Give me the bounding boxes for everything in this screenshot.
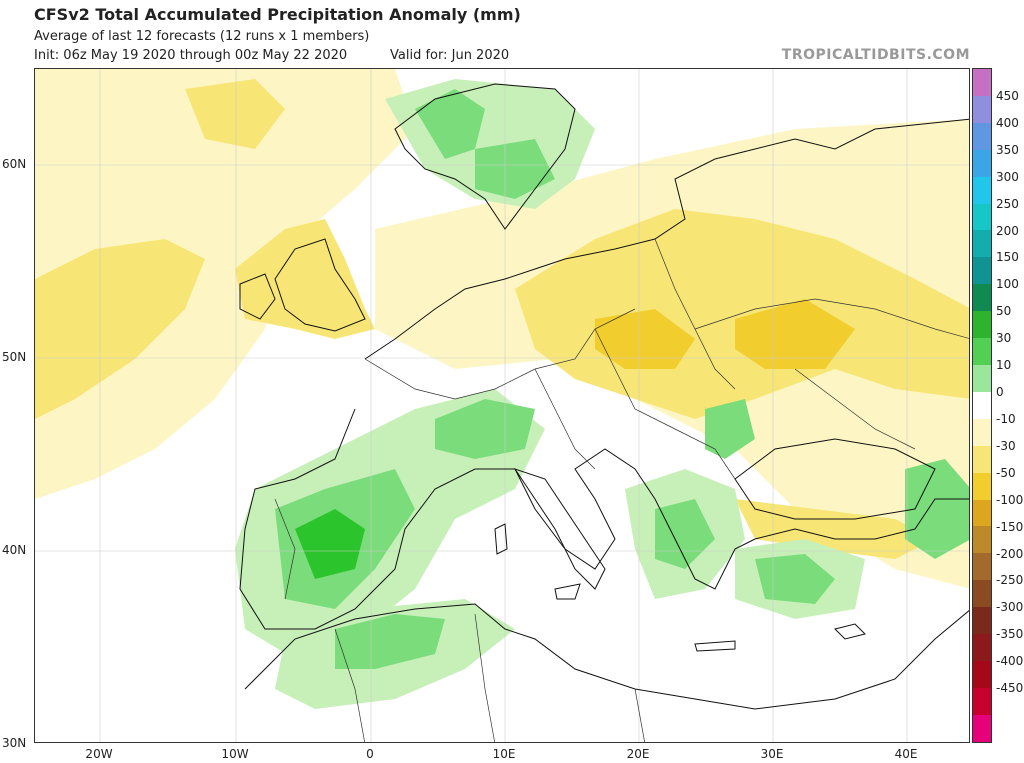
colorbar-segment [973,391,991,419]
colorbar-segment [973,714,991,742]
anomaly-green-turkey [755,554,835,604]
colorbar-segment [973,149,991,177]
colorbar-tick-label: 0 [996,385,1004,400]
anomaly-green-spain-core [295,509,365,579]
colorbar-tick-label: -200 [996,546,1024,561]
colorbar-tick-label: 450 [996,88,1019,103]
lat-label-60n: 60N [2,157,27,171]
colorbar-segment [973,472,991,500]
colorbar-segment [973,634,991,661]
colorbar-tick-label: 400 [996,115,1019,130]
colorbar-segment [973,122,991,150]
coast-crete [694,640,736,652]
colorbar-tick-label: 350 [996,142,1019,157]
chart-title: CFSv2 Total Accumulated Precipitation An… [34,5,521,24]
anomaly-light-yellow-atlantic [35,69,415,499]
valid-period: Valid for: Jun 2020 [390,48,510,63]
colorbar-tick-label: 250 [996,196,1019,211]
coast-ireland [239,273,276,320]
anomaly-yellow-atlantic [35,239,205,419]
anomaly-green-alps [435,399,535,459]
lon-label-10w: 10W [221,747,249,761]
init-time: Init: 06z May 19 2020 through 00z May 22… [34,48,348,63]
colorbar-tick-label: -10 [996,411,1016,426]
colorbar-segment [973,203,991,231]
colorbar-tick-label: 10 [996,358,1012,373]
lat-label-30n: 30N [2,736,27,750]
lon-label-10e: 10E [492,747,516,761]
coast-black-sea [734,438,936,520]
colorbar-tick-label: -150 [996,519,1024,534]
coast-sardinia [494,523,508,555]
anomaly-dark-yellow-ukraine [735,299,855,369]
colorbar-segment [973,687,991,715]
colorbar-tick-label: 30 [996,331,1012,346]
colorbar-tick-label: -450 [996,681,1024,696]
anomaly-yellow-north [185,79,285,149]
map-canvas [35,69,969,742]
anomaly-map [34,68,970,743]
colorbar-segment [973,364,991,392]
colorbar-tick-label: 200 [996,223,1019,238]
colorbar-tick-label: -50 [996,465,1016,480]
coast-sicily [554,583,581,600]
lon-label-0: 0 [366,747,374,761]
colorbar-segment [973,526,991,554]
anomaly-dark-yellow-poland [595,309,695,369]
colorbar-tick-label: -300 [996,600,1024,615]
anomaly-yellow-britain [235,219,375,339]
graticule [35,69,969,742]
lon-label-20w: 20W [85,747,113,761]
colorbar-segment [973,553,991,581]
colorbar-segment [973,69,991,96]
coast-africa [244,603,969,710]
anomaly-green-caucasus [905,459,969,559]
colorbar-segment [973,95,991,123]
anomaly-green-africa [335,614,445,669]
colorbar-segment [973,338,991,365]
anomaly-green-sweden [475,139,555,199]
colorbar-segment [973,607,991,635]
coast-britain [274,238,366,332]
lon-label-40e: 40E [894,747,918,761]
anomaly-green-romania [705,399,755,459]
coast-iberia [239,408,969,630]
anomaly-green-norway [415,89,485,159]
colorbar-tick-label: 100 [996,277,1019,292]
colorbar-tick-label: 50 [996,304,1012,319]
colorbar-segment [973,660,991,688]
brand-watermark: TROPICALTIDBITS.COM [781,47,970,63]
country-borders [274,238,969,742]
colorbar-segment [973,311,991,339]
colorbar-segment [973,176,991,204]
colorbar [972,68,992,743]
colorbar-segment [973,499,991,527]
lat-label-40n: 40N [2,543,27,557]
coast-scandinavia [394,83,576,230]
colorbar-tick-label: 150 [996,250,1019,265]
coast-italy [513,468,606,590]
colorbar-segment [973,418,991,446]
lon-label-20e: 20E [626,747,650,761]
colorbar-tick-label: -250 [996,573,1024,588]
colorbar-tick-label: -350 [996,627,1024,642]
colorbar-tick-label: -100 [996,492,1024,507]
chart-subtitle: Average of last 12 forecasts (12 runs x … [34,29,370,44]
colorbar-segment [973,580,991,608]
colorbar-segment [973,445,991,473]
coast-cyprus [834,623,866,640]
lon-label-30e: 30E [760,747,784,761]
colorbar-tick-label: 300 [996,169,1019,184]
colorbar-tick-label: -400 [996,654,1024,669]
colorbar-segment [973,230,991,258]
lat-label-50n: 50N [2,350,27,364]
anomaly-green-balkans [655,499,715,569]
colorbar-segment [973,284,991,312]
colorbar-segment [973,257,991,285]
colorbar-tick-label: -30 [996,438,1016,453]
